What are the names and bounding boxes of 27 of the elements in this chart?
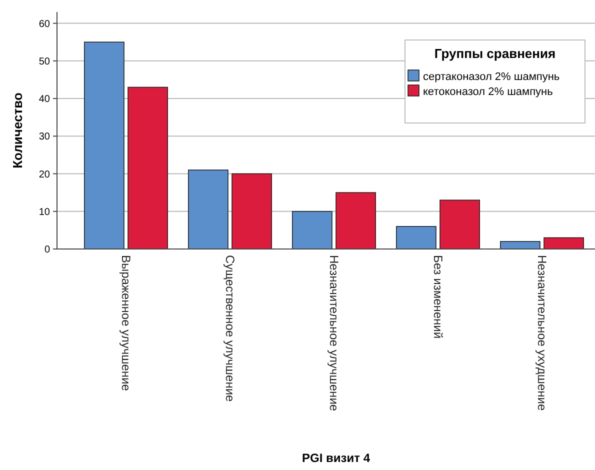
y-tick-label: 60 bbox=[38, 18, 50, 30]
x-tick-label: Без изменений bbox=[430, 255, 445, 339]
legend-title: Группы сравнения bbox=[434, 46, 556, 61]
bar bbox=[336, 192, 376, 250]
x-tick-label: Незначительное улучшение bbox=[326, 255, 341, 412]
x-tick-label: Выраженное улучшение bbox=[118, 255, 133, 392]
bar bbox=[292, 210, 332, 250]
x-tick-label: Существенное улучшение bbox=[222, 255, 237, 402]
y-tick-label: 50 bbox=[38, 56, 50, 68]
y-tick-label: 30 bbox=[38, 132, 50, 143]
bar bbox=[84, 42, 124, 250]
y-axis-title: Количество bbox=[10, 92, 25, 168]
bar bbox=[188, 170, 228, 250]
bar bbox=[500, 241, 540, 250]
bar bbox=[128, 86, 168, 250]
y-tick-label: 40 bbox=[38, 94, 50, 106]
legend-label: сертаконазол 2% шампунь bbox=[423, 70, 560, 83]
legend-label: кетоконазол 2% шампунь bbox=[423, 86, 554, 98]
bar bbox=[396, 226, 436, 250]
x-axis-title: PGI визит 4 bbox=[302, 451, 370, 465]
y-tick-label: 10 bbox=[38, 206, 50, 218]
bar bbox=[232, 173, 272, 250]
bar bbox=[440, 200, 480, 250]
x-tick-label: Незначительное ухудшение bbox=[534, 255, 549, 412]
y-tick-label: 0 bbox=[44, 244, 50, 256]
bar bbox=[544, 237, 584, 250]
y-tick-label: 20 bbox=[38, 169, 50, 180]
